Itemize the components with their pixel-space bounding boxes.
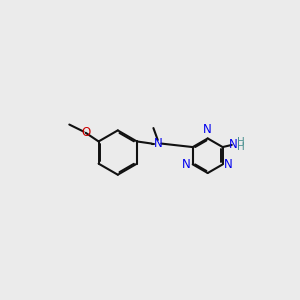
Text: H: H <box>237 142 245 152</box>
Text: N: N <box>182 158 191 171</box>
Text: H: H <box>237 137 245 147</box>
Text: O: O <box>81 126 90 139</box>
Text: N: N <box>224 158 233 171</box>
Text: N: N <box>203 123 212 136</box>
Text: N: N <box>153 137 162 150</box>
Text: N: N <box>229 138 238 151</box>
